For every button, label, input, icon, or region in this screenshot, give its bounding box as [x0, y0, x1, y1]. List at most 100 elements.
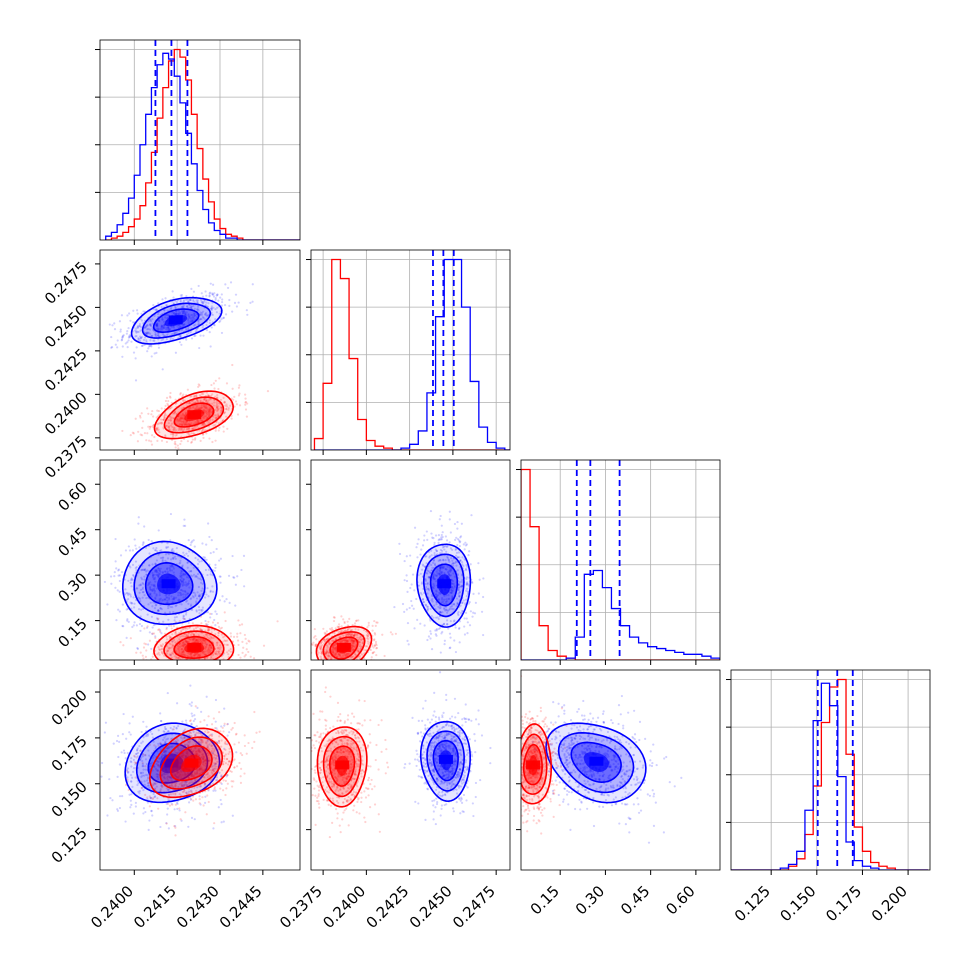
- scatter-point: [167, 799, 170, 802]
- scatter-point: [346, 639, 349, 643]
- contour-line: [173, 635, 215, 660]
- scatter-point: [201, 301, 204, 304]
- scatter-point: [209, 646, 212, 649]
- scatter-point: [135, 565, 138, 569]
- scatter-point: [172, 311, 175, 314]
- scatter-point: [166, 304, 169, 307]
- scatter-point: [229, 281, 233, 284]
- scatter-point: [156, 609, 160, 612]
- scatter-point: [456, 569, 459, 572]
- scatter-point: [450, 605, 454, 608]
- scatter-point: [435, 593, 438, 596]
- scatter-point: [458, 626, 461, 630]
- scatter-point: [172, 326, 176, 329]
- scatter-point: [440, 524, 443, 527]
- scatter-point: [445, 539, 449, 542]
- scatter-point: [206, 635, 209, 639]
- scatter-point: [348, 637, 351, 640]
- scatter-point: [214, 318, 217, 321]
- x-tick-label: 0.125: [731, 882, 774, 925]
- scatter-point: [159, 572, 162, 576]
- scatter-point: [421, 597, 425, 601]
- scatter-point: [155, 308, 158, 311]
- scatter-point: [147, 538, 150, 542]
- scatter-point: [439, 567, 442, 571]
- scatter-point: [435, 628, 438, 631]
- scatter-point: [445, 609, 448, 612]
- scatter-point: [205, 414, 208, 418]
- scatter-point: [345, 639, 348, 642]
- scatter-point: [125, 591, 128, 595]
- scatter-point: [411, 573, 415, 576]
- scatter-point: [317, 666, 319, 668]
- scatter-point: [165, 328, 168, 331]
- scatter-point: [126, 341, 129, 344]
- scatter-point: [407, 643, 410, 646]
- scatter-point: [320, 661, 322, 663]
- scatter-point: [447, 593, 450, 597]
- scatter-point: [242, 554, 246, 558]
- scatter-point: [482, 633, 485, 637]
- density-core: [187, 642, 202, 652]
- scatter-point: [118, 610, 121, 613]
- scatter-point: [164, 297, 167, 300]
- scatter-point: [157, 729, 160, 732]
- scatter-point: [142, 765, 145, 768]
- scatter-point: [340, 629, 343, 632]
- scatter-point: [151, 409, 154, 413]
- scatter-point: [457, 592, 460, 595]
- scatter-point: [131, 785, 134, 789]
- scatter-point: [71, 341, 73, 343]
- scatter-point: [179, 594, 182, 597]
- scatter-point: [228, 731, 231, 734]
- scatter-point: [139, 597, 142, 600]
- scatter-point: [450, 591, 453, 594]
- scatter-point: [194, 437, 197, 440]
- scatter-point: [195, 299, 198, 302]
- scatter-point: [178, 642, 181, 645]
- scatter-point: [187, 640, 190, 644]
- scatter-point: [156, 426, 159, 429]
- scatter-point: [233, 395, 236, 398]
- scatter-point: [219, 398, 223, 402]
- scatter-point: [232, 576, 235, 579]
- scatter-point: [126, 592, 129, 595]
- scatter-point: [346, 628, 350, 631]
- scatter-point: [315, 643, 318, 646]
- scatter-point: [150, 661, 152, 663]
- scatter-point: [190, 633, 193, 637]
- scatter-point: [134, 801, 137, 804]
- scatter-point: [425, 562, 428, 565]
- scatter-point: [193, 312, 196, 315]
- scatter-point: [443, 598, 446, 601]
- scatter-point: [175, 604, 178, 607]
- scatter-point: [196, 563, 200, 566]
- scatter-point: [188, 422, 191, 425]
- scatter-point: [231, 310, 234, 313]
- scatter-point: [186, 566, 189, 569]
- scatter-point: [352, 679, 354, 681]
- scatter-point: [150, 583, 153, 586]
- scatter-point: [216, 293, 219, 296]
- scatter-point: [106, 603, 109, 606]
- scatter-point: [442, 558, 445, 561]
- scatter-point: [157, 651, 160, 654]
- scatter-point: [150, 658, 153, 660]
- scatter-point: [438, 592, 442, 596]
- scatter-point: [128, 592, 131, 595]
- scatter-point: [189, 330, 192, 334]
- scatter-point: [424, 603, 427, 606]
- scatter-point: [208, 411, 212, 414]
- scatter-point: [450, 591, 453, 594]
- scatter-point: [167, 618, 170, 621]
- scatter-point: [480, 610, 484, 613]
- scatter-point: [221, 595, 224, 598]
- scatter-point: [153, 583, 156, 586]
- scatter-point: [442, 622, 446, 625]
- scatter-point: [216, 643, 219, 647]
- scatter-point: [116, 809, 120, 812]
- scatter-point: [172, 417, 175, 420]
- scatter-point: [217, 646, 220, 649]
- scatter-point: [226, 734, 229, 737]
- scatter-point: [204, 313, 207, 316]
